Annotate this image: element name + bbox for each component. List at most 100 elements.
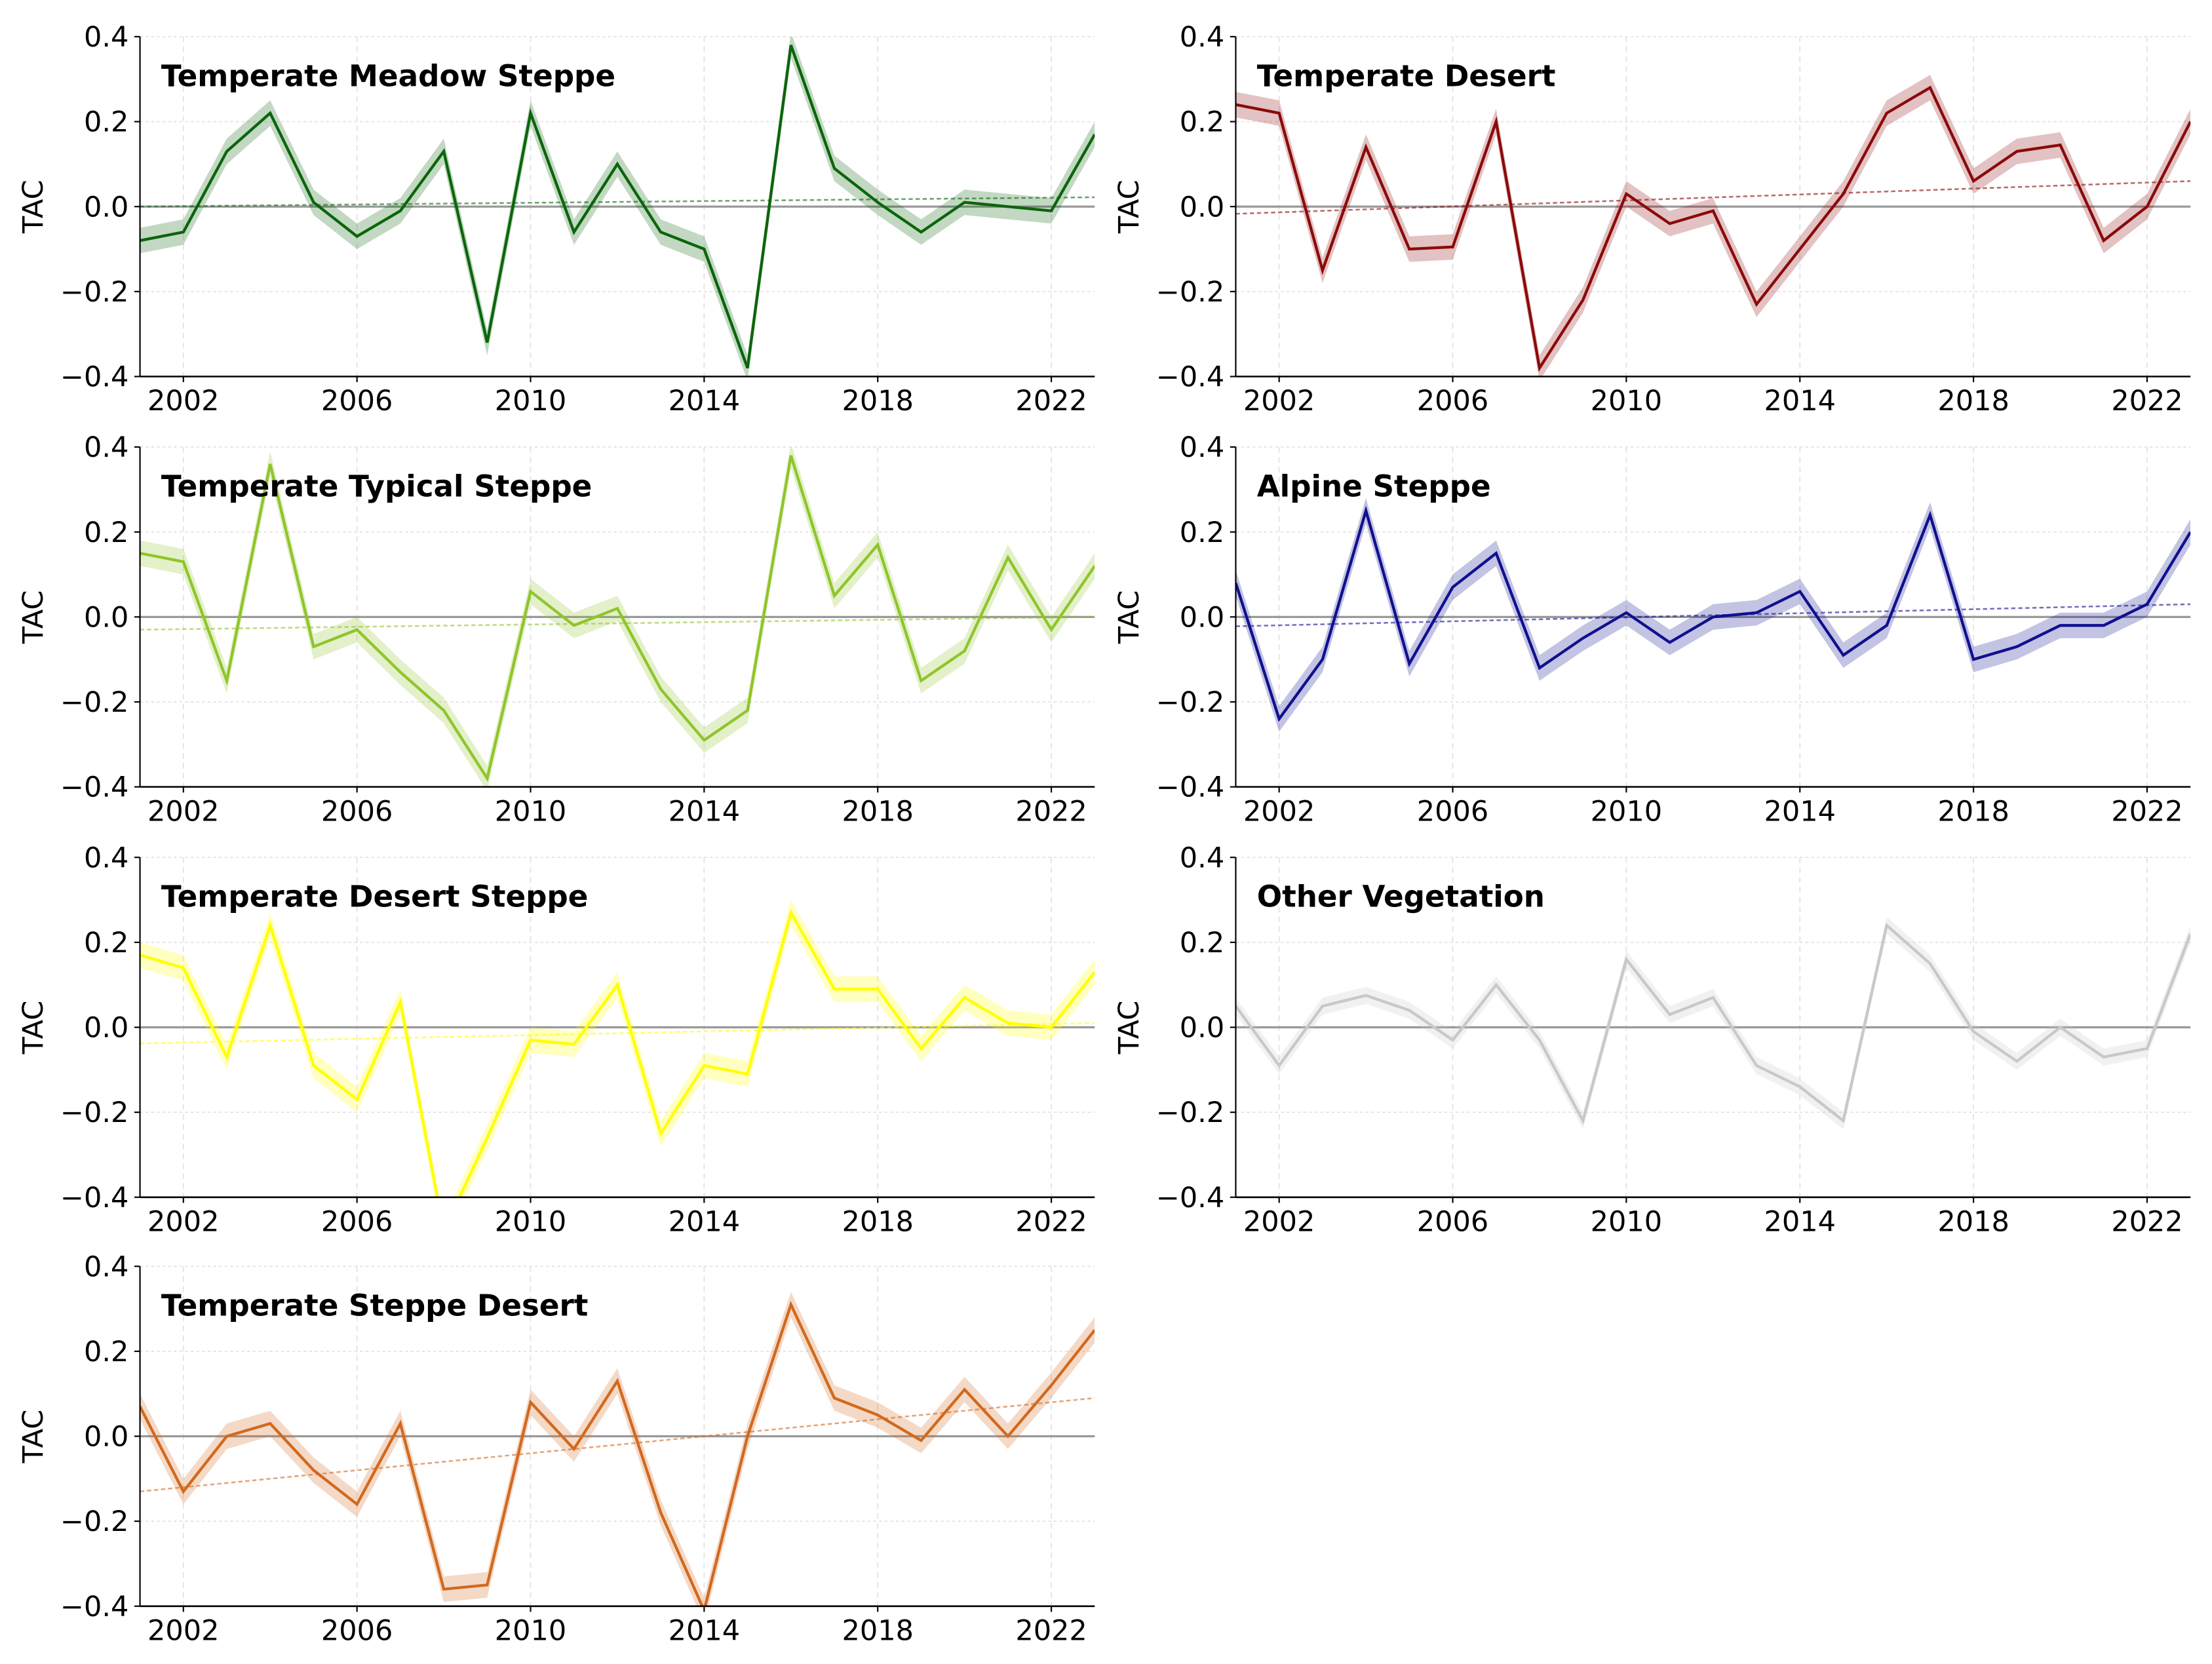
y-tick-label: −0.4 xyxy=(60,771,128,804)
series-line xyxy=(140,1300,1095,1606)
subplot-title: Temperate Typical Steppe xyxy=(161,469,592,503)
x-tick-label: 2014 xyxy=(1764,1205,1835,1238)
x-tick-label: 2002 xyxy=(147,795,219,828)
y-tick-label: 0.4 xyxy=(84,431,128,464)
subplot-4: 0.4 0.2 0.0 −0.2 −0.4 2002 2006 2010 2014 2018 202… xyxy=(1113,431,2191,828)
y-axis-label: TAC xyxy=(17,1001,50,1055)
trend-line xyxy=(140,1022,1095,1045)
y-tick-label: −0.2 xyxy=(60,1096,128,1129)
y-axis-label: TAC xyxy=(17,1410,50,1464)
y-tick-label: −0.2 xyxy=(60,1505,128,1538)
confidence-band xyxy=(140,36,1095,377)
y-tick-label: 0.0 xyxy=(1180,191,1224,223)
x-tick-label: 2014 xyxy=(669,1614,740,1647)
x-tick-label: 2010 xyxy=(495,385,566,417)
y-axis-label: TAC xyxy=(17,180,50,234)
plot-area xyxy=(140,36,1095,377)
y-tick-label: −0.2 xyxy=(1156,686,1224,719)
y-tick-label: 0.0 xyxy=(1180,601,1224,634)
trend-line xyxy=(140,616,1095,631)
plot-area xyxy=(1235,916,2191,1130)
y-tick-label: 0.2 xyxy=(84,106,128,139)
y-tick-label: 0.4 xyxy=(84,1250,128,1283)
y-tick-label: 0.2 xyxy=(84,927,128,959)
plot-area xyxy=(1235,75,2191,377)
x-tick-label: 2022 xyxy=(1015,795,1087,828)
x-tick-label: 2010 xyxy=(1591,1205,1662,1238)
x-tick-label: 2014 xyxy=(669,795,740,828)
x-tick-label: 2018 xyxy=(1937,795,2009,828)
trend-line xyxy=(140,196,1095,208)
y-tick-label: −0.2 xyxy=(1156,276,1224,309)
y-tick-label: 0.4 xyxy=(84,842,128,874)
y-tick-label: 0.2 xyxy=(84,516,128,549)
y-tick-label: −0.4 xyxy=(1156,361,1224,394)
confidence-band xyxy=(1235,75,2191,377)
x-tick-label: 2022 xyxy=(1015,1205,1087,1238)
x-tick-label: 2010 xyxy=(495,795,566,828)
trend-line xyxy=(140,1397,1095,1493)
y-tick-label: 0.0 xyxy=(84,191,128,223)
y-tick-label: 0.2 xyxy=(1180,106,1224,139)
y-tick-label: 0.0 xyxy=(84,601,128,634)
x-tick-label: 2006 xyxy=(321,385,393,417)
y-tick-label: −0.4 xyxy=(1156,1182,1224,1214)
subplot-3: 0.4 0.2 0.0 −0.2 −0.4 2002 2006 2010 2014 2018 202… xyxy=(17,431,1095,828)
y-tick-label: −0.4 xyxy=(1156,771,1224,804)
x-tick-label: 2006 xyxy=(1417,1205,1488,1238)
y-tick-label: −0.4 xyxy=(60,361,128,394)
y-tick-label: −0.4 xyxy=(60,1591,128,1623)
y-tick-label: 0.0 xyxy=(1180,1012,1224,1045)
confidence-band xyxy=(140,447,1095,787)
confidence-band xyxy=(1235,497,2191,732)
plot-area xyxy=(1235,497,2191,732)
x-tick-label: 2018 xyxy=(842,385,913,417)
y-tick-label: 0.4 xyxy=(1180,21,1224,54)
x-tick-label: 2002 xyxy=(147,1205,219,1238)
subplot-7: 0.4 0.2 0.0 −0.2 −0.4 2002 2006 2010 2014 2018 202… xyxy=(17,1250,1095,1647)
x-tick-label: 2006 xyxy=(321,1205,393,1238)
x-tick-label: 2018 xyxy=(842,1205,913,1238)
x-tick-label: 2002 xyxy=(147,1614,219,1647)
confidence-band xyxy=(1235,916,2191,1130)
confidence-band xyxy=(140,1292,1095,1606)
subplot-title: Temperate Desert xyxy=(1257,58,1556,93)
subplot-1: 0.4 0.2 0.0 −0.2 −0.4 2002 2006 2010 2014 2018 202… xyxy=(17,21,1095,417)
x-tick-label: 2010 xyxy=(495,1205,566,1238)
x-tick-label: 2002 xyxy=(147,385,219,417)
plot-area xyxy=(140,1292,1095,1606)
x-tick-label: 2022 xyxy=(2111,795,2183,828)
x-tick-label: 2010 xyxy=(495,1614,566,1647)
subplot-2: 0.4 0.2 0.0 −0.2 −0.4 2002 2006 2010 2014 2018 202… xyxy=(1113,21,2191,417)
confidence-band xyxy=(140,900,1095,1197)
x-tick-label: 2002 xyxy=(1243,1205,1315,1238)
x-tick-label: 2022 xyxy=(1015,1614,1087,1647)
x-tick-label: 2006 xyxy=(1417,385,1488,417)
x-tick-label: 2010 xyxy=(1591,795,1662,828)
x-tick-label: 2002 xyxy=(1243,795,1315,828)
y-tick-label: 0.4 xyxy=(1180,842,1224,874)
y-tick-label: −0.4 xyxy=(60,1182,128,1214)
series-line xyxy=(1235,85,2191,372)
plot-area xyxy=(140,447,1095,787)
x-tick-label: 2006 xyxy=(321,795,393,828)
x-tick-label: 2006 xyxy=(321,1614,393,1647)
x-tick-label: 2002 xyxy=(1243,385,1315,417)
x-tick-label: 2018 xyxy=(842,795,913,828)
x-tick-label: 2014 xyxy=(669,385,740,417)
y-tick-label: −0.2 xyxy=(60,276,128,309)
plot-area xyxy=(140,900,1095,1197)
subplot-title: Alpine Steppe xyxy=(1257,469,1491,503)
x-tick-label: 2014 xyxy=(669,1205,740,1238)
y-tick-label: 0.2 xyxy=(1180,516,1224,549)
y-axis-label: TAC xyxy=(1113,1001,1146,1055)
x-tick-label: 2022 xyxy=(2111,1205,2183,1238)
y-tick-label: 0.4 xyxy=(84,21,128,54)
x-tick-label: 2022 xyxy=(2111,385,2183,417)
subplot-title: Temperate Desert Steppe xyxy=(161,880,589,914)
x-tick-label: 2018 xyxy=(1937,1205,2009,1238)
trend-line xyxy=(1235,603,2191,627)
subplot-title: Other Vegetation xyxy=(1257,880,1545,914)
trend-line xyxy=(1235,180,2191,215)
